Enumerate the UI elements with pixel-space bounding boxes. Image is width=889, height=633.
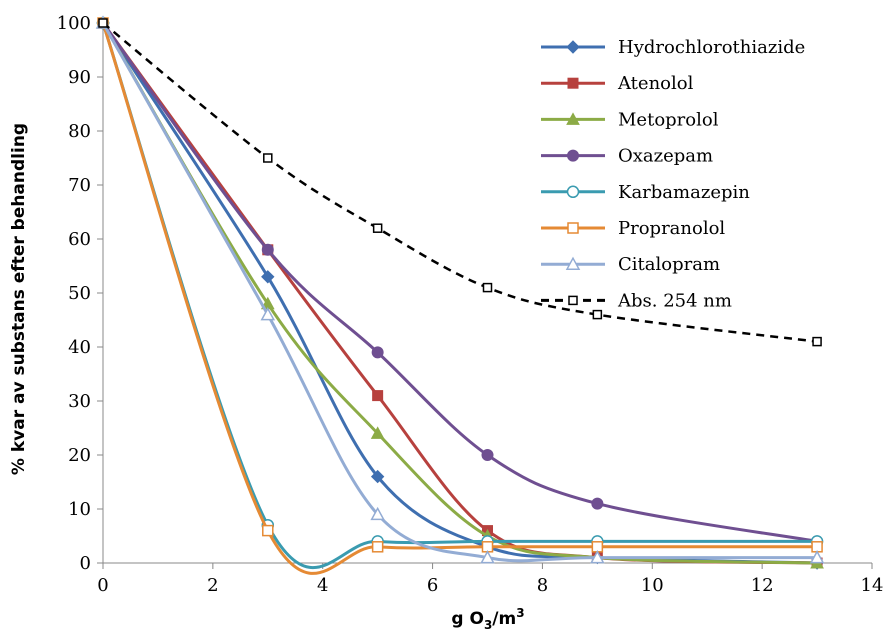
- series-oxazepam: [97, 17, 824, 548]
- y-axis-title: % kvar av substans efter behandling: [9, 123, 29, 475]
- y-tick-label: 60: [68, 229, 91, 250]
- legend-label: Oxazepam: [618, 146, 713, 167]
- x-tick-label: 8: [537, 575, 548, 596]
- y-tick-label: 40: [68, 337, 91, 358]
- data-point: [371, 541, 384, 553]
- x-axis-title-base: g O: [451, 609, 484, 629]
- legend-item: Atenolol: [541, 73, 694, 94]
- legend-label: Propranolol: [618, 218, 725, 239]
- legend-label: Atenolol: [617, 73, 694, 94]
- data-point: [480, 550, 495, 564]
- y-tick-label: 90: [68, 67, 91, 88]
- y-tick-label: 70: [68, 175, 91, 196]
- x-tick-label: 4: [317, 575, 328, 596]
- legend-item: Abs. 254 nm: [541, 290, 732, 311]
- series-layer: [95, 15, 825, 575]
- data-point: [370, 426, 385, 439]
- y-tick-label: 0: [80, 553, 91, 574]
- data-point: [98, 18, 108, 28]
- legend-marker: [567, 149, 579, 162]
- data-point: [261, 243, 274, 256]
- legend-label: Citalopram: [618, 254, 720, 275]
- data-point: [591, 497, 604, 510]
- legend-item: Hydrochlorothiazide: [541, 37, 805, 58]
- x-tick-label: 10: [641, 575, 664, 596]
- data-point: [590, 550, 605, 564]
- legend-label: Hydrochlorothiazide: [618, 37, 805, 58]
- legend-marker: [568, 295, 578, 306]
- legend: Hydrochlorothiazide Atenolol Metoprolol Oxa…: [541, 37, 805, 311]
- data-point: [370, 506, 385, 521]
- data-point: [370, 469, 385, 484]
- legend-label: Metoprolol: [618, 109, 719, 130]
- legend-marker: [567, 222, 579, 234]
- legend-item: Propranolol: [541, 218, 725, 239]
- data-point: [481, 449, 494, 461]
- data-point: [372, 390, 384, 402]
- data-point: [371, 346, 384, 359]
- y-tick-label: 20: [68, 445, 91, 466]
- y-tick-label: 100: [57, 13, 91, 34]
- legend-marker: [567, 77, 579, 89]
- x-axis-title-superscript: 3: [516, 606, 524, 620]
- data-point: [263, 153, 273, 163]
- data-point: [261, 270, 275, 284]
- x-axis-title: g O3/m3: [451, 606, 524, 632]
- series-line: [101, 22, 818, 543]
- axes: 0 10 20 30 40 50 60 70 80 90 100 0 2 4 6 8 10 12 14: [57, 13, 884, 596]
- y-tick-label: 80: [68, 121, 91, 142]
- legend-item: Karbamazepin: [541, 182, 750, 203]
- x-tick-label: 0: [97, 575, 108, 596]
- x-tick-label: 14: [861, 575, 884, 596]
- y-tick-label: 30: [68, 391, 91, 412]
- legend-marker: [565, 256, 581, 270]
- x-tick-label: 12: [751, 575, 774, 596]
- data-point: [809, 550, 825, 564]
- x-axis-title-mid: /m: [492, 609, 516, 629]
- x-axis-title-subscript: 3: [484, 618, 492, 632]
- legend-item: Citalopram: [541, 254, 720, 275]
- legend-marker: [566, 112, 580, 125]
- legend-label: Abs. 254 nm: [617, 290, 732, 311]
- legend-item: Oxazepam: [541, 146, 713, 167]
- data-point: [812, 336, 822, 347]
- series-line: [101, 22, 818, 563]
- legend-marker: [566, 40, 580, 54]
- data-point: [262, 524, 274, 537]
- y-tick-label: 50: [68, 283, 91, 304]
- x-tick-label: 2: [207, 575, 218, 596]
- legend-label: Karbamazepin: [618, 182, 750, 203]
- data-point: [260, 307, 276, 321]
- legend-marker: [566, 185, 580, 199]
- data-point: [482, 282, 493, 293]
- y-tick-label: 10: [68, 499, 91, 520]
- x-tick-label: 6: [427, 575, 438, 596]
- data-point: [592, 309, 603, 320]
- data-point: [372, 223, 383, 233]
- legend-item: Metoprolol: [541, 109, 719, 130]
- series-line: [102, 22, 818, 343]
- series-abs-254-nm: [98, 18, 822, 347]
